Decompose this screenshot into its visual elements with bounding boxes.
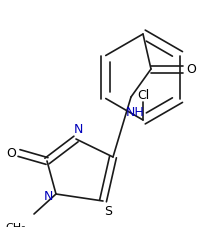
Text: S: S — [104, 205, 112, 217]
Text: O: O — [186, 63, 196, 76]
Text: NH: NH — [126, 106, 144, 118]
Text: Cl: Cl — [137, 89, 149, 102]
Text: O: O — [6, 147, 16, 160]
Text: CH₃: CH₃ — [5, 222, 26, 227]
Text: N: N — [43, 190, 53, 203]
Text: N: N — [73, 123, 83, 136]
